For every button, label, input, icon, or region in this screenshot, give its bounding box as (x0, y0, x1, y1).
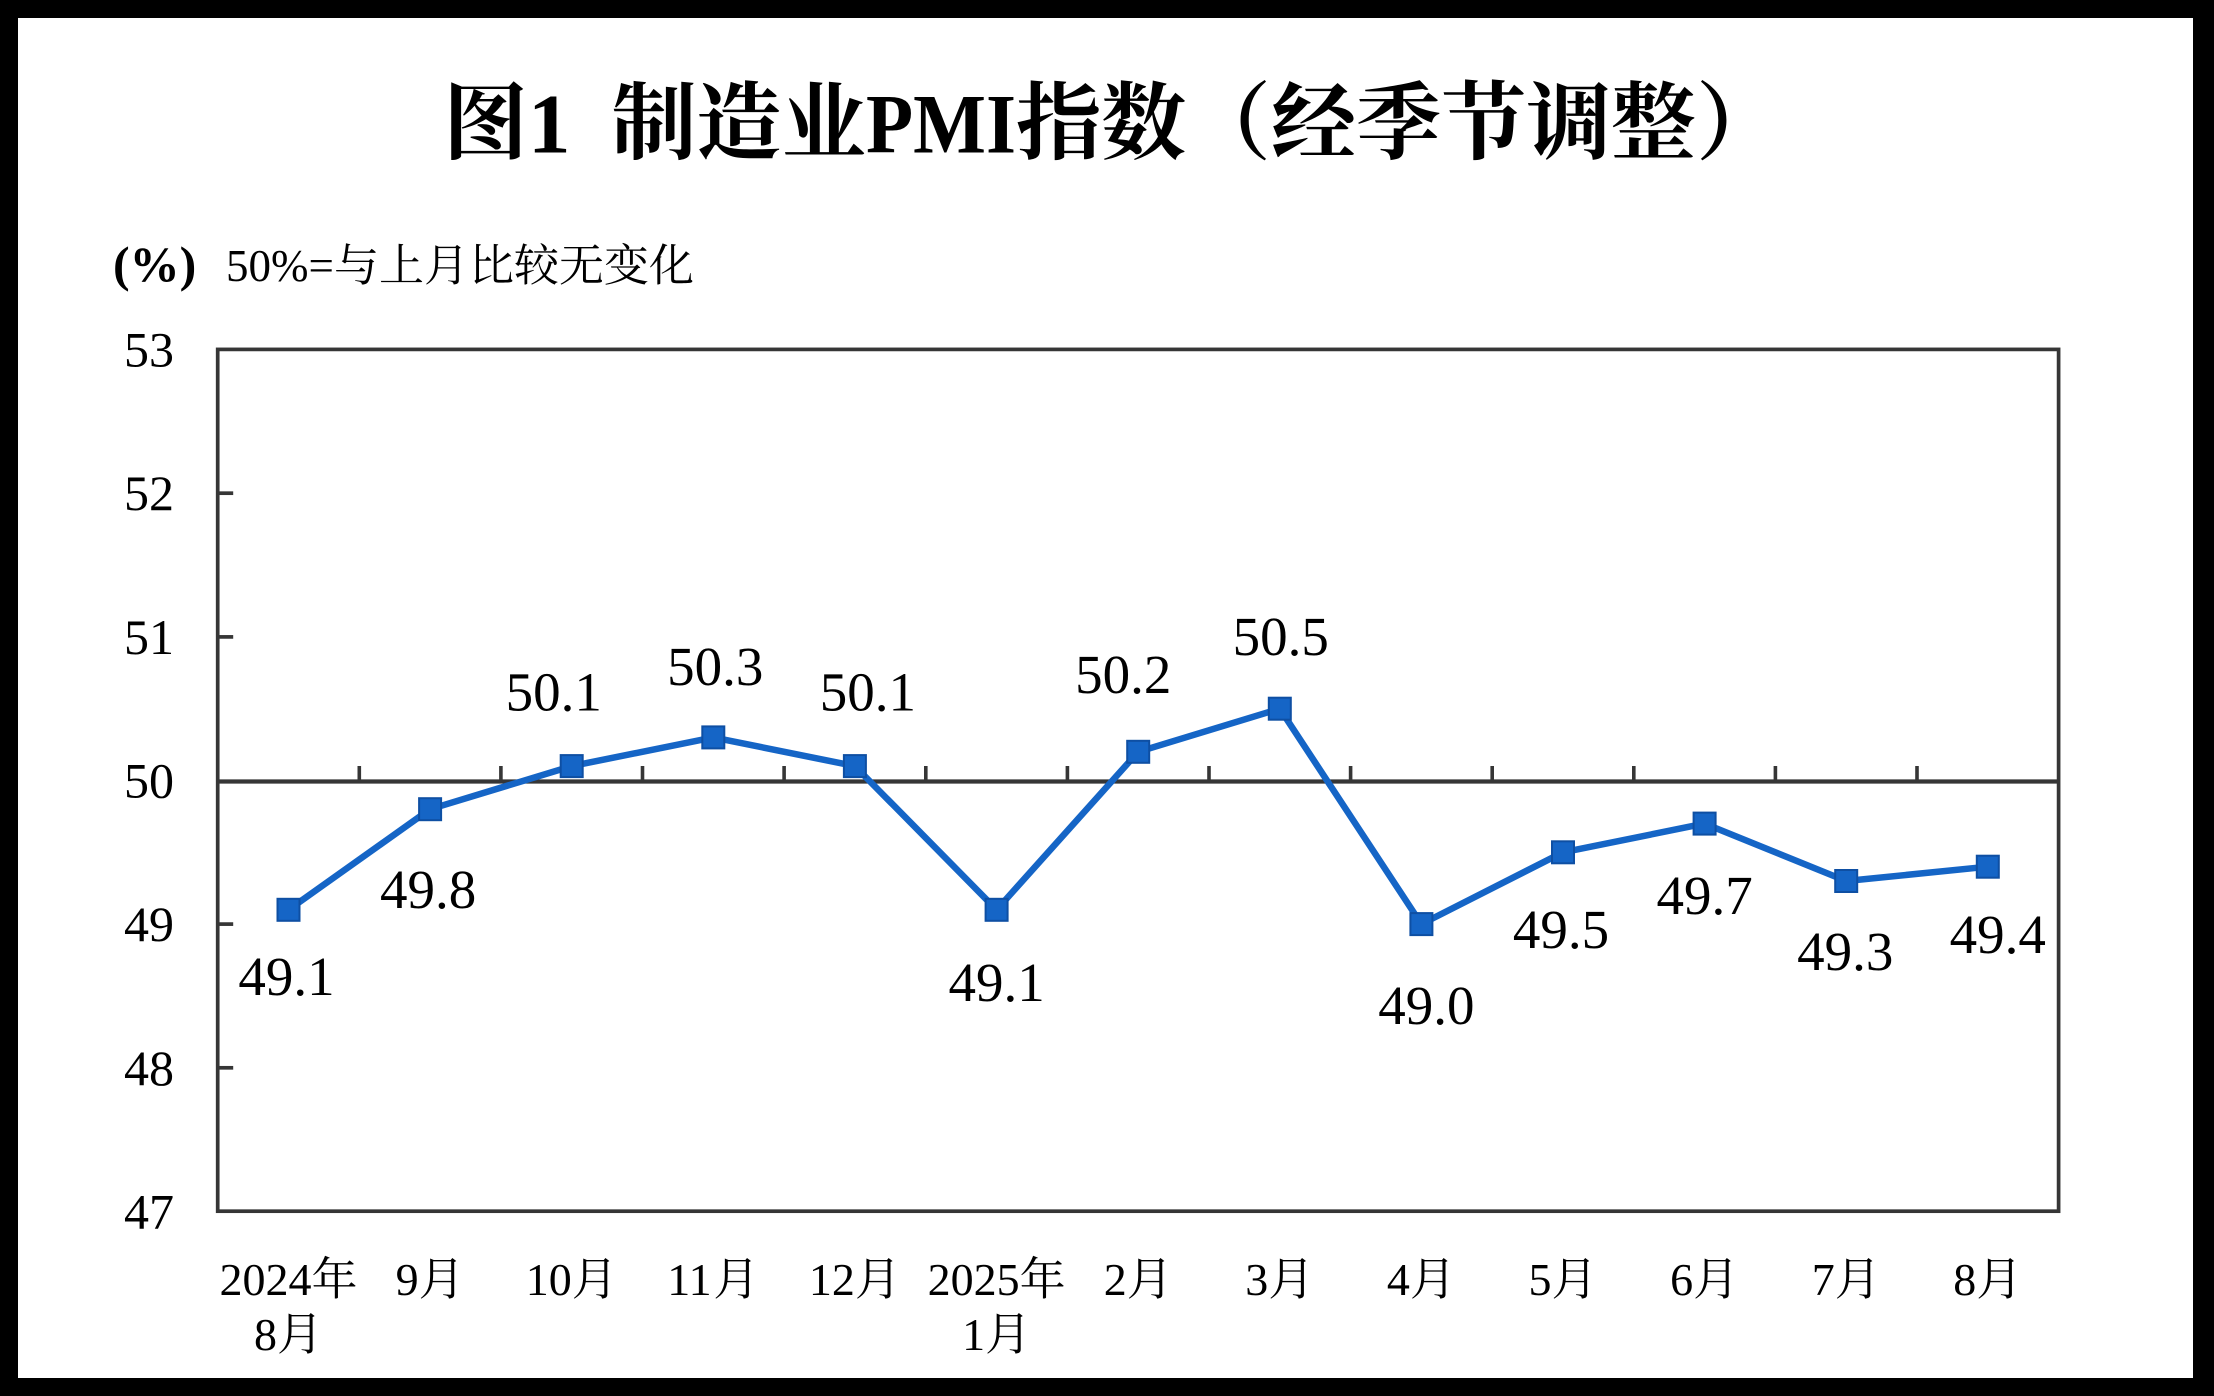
svg-text:9: 9 (396, 1254, 419, 1305)
svg-text:51: 51 (124, 609, 174, 665)
svg-text:50.1: 50.1 (506, 662, 602, 723)
svg-text:11: 11 (667, 1254, 711, 1305)
svg-text:1: 1 (528, 78, 571, 172)
svg-text:4: 4 (1387, 1254, 1410, 1305)
svg-text:49.8: 49.8 (380, 859, 476, 920)
svg-text:2: 2 (1104, 1254, 1127, 1305)
svg-text:5: 5 (1529, 1254, 1552, 1305)
svg-text:3: 3 (1245, 1254, 1268, 1305)
svg-text:49: 49 (124, 896, 174, 952)
svg-text:(%): (%) (113, 236, 196, 292)
svg-text:2025: 2025 (928, 1254, 1020, 1305)
svg-text:48: 48 (124, 1040, 174, 1096)
svg-text:49.5: 49.5 (1513, 899, 1609, 960)
svg-text:2024: 2024 (220, 1254, 312, 1305)
svg-text:50.2: 50.2 (1075, 644, 1171, 705)
svg-text:47: 47 (124, 1183, 174, 1239)
svg-text:49.4: 49.4 (1950, 904, 2046, 965)
svg-text:50.3: 50.3 (667, 636, 763, 697)
svg-text:7: 7 (1812, 1254, 1835, 1305)
svg-text:50.1: 50.1 (820, 662, 916, 723)
svg-text:8: 8 (1953, 1254, 1976, 1305)
svg-text:6: 6 (1670, 1254, 1693, 1305)
svg-text:8: 8 (254, 1309, 277, 1360)
svg-text:53: 53 (124, 322, 174, 378)
svg-text:10: 10 (526, 1254, 572, 1305)
svg-text:50.5: 50.5 (1233, 606, 1329, 667)
svg-text:49.7: 49.7 (1656, 865, 1752, 926)
svg-text:49.3: 49.3 (1797, 921, 1893, 982)
svg-text:50%=: 50%= (226, 241, 334, 291)
svg-text:1: 1 (962, 1309, 985, 1360)
svg-text:49.1: 49.1 (238, 946, 334, 1007)
svg-text:49.0: 49.0 (1378, 975, 1474, 1036)
svg-text:PMI: PMI (866, 78, 1016, 172)
svg-text:49.1: 49.1 (948, 952, 1044, 1013)
svg-text:50: 50 (124, 753, 174, 809)
svg-text:12: 12 (809, 1254, 855, 1305)
svg-text:52: 52 (124, 465, 174, 521)
